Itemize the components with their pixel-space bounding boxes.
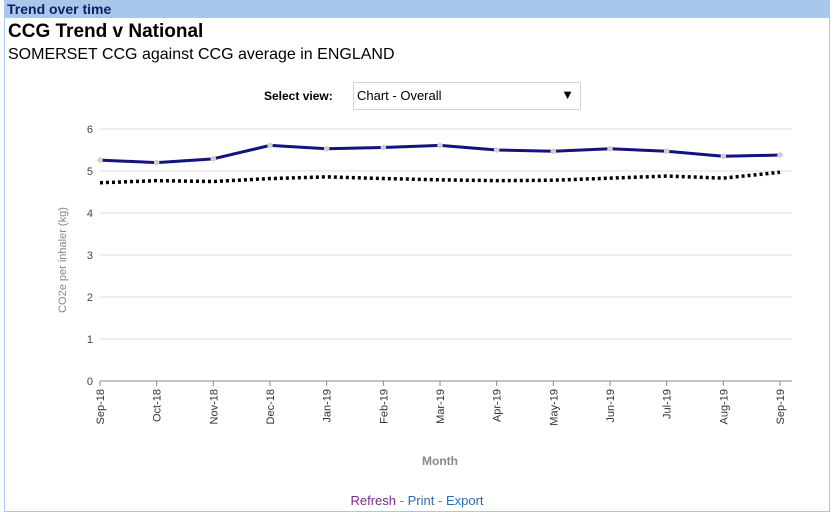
x-tick-label: Aug-19	[718, 389, 730, 424]
ccg-data-point	[720, 153, 727, 160]
ccg-data-point	[153, 159, 160, 166]
separator: -	[399, 493, 404, 508]
x-tick-label: May-19	[548, 389, 560, 426]
x-tick-label: Jul-19	[662, 389, 674, 419]
y-tick-label: 1	[87, 334, 93, 346]
page-subtitle: SOMERSET CCG against CCG average in ENGL…	[8, 46, 395, 63]
x-tick-label: Jan-19	[322, 389, 334, 423]
x-tick-label: Sep-19	[775, 389, 787, 424]
footer-links: Refresh - Print - Export	[0, 493, 834, 508]
view-select[interactable]: Chart - Overall ▼	[353, 82, 581, 110]
ccg-data-point	[437, 142, 443, 149]
export-link[interactable]: Export	[445, 493, 484, 508]
x-tick-label: Feb-19	[378, 389, 390, 424]
ccg-data-point	[380, 144, 387, 151]
ccg-data-point	[267, 142, 273, 149]
separator: -	[437, 493, 443, 508]
x-tick-label: Oct-18	[152, 389, 164, 422]
x-tick-label: Dec-18	[265, 389, 277, 424]
ccg-data-point	[97, 157, 103, 163]
y-tick-label: 0	[87, 376, 93, 388]
x-tick-label: Jun-19	[605, 389, 617, 423]
ccg-data-point	[777, 152, 783, 158]
y-tick-label: 3	[87, 250, 93, 262]
ccg-data-point	[607, 145, 613, 152]
x-axis-title: Month	[422, 454, 458, 468]
y-tick-label: 5	[87, 166, 93, 178]
y-tick-label: 6	[87, 124, 93, 136]
y-axis-title: CO2e per inhaler (kg)	[57, 207, 69, 313]
panel-header: Trend over time	[4, 0, 830, 18]
view-select-value: Chart - Overall	[357, 88, 442, 103]
y-tick-label: 2	[87, 292, 93, 304]
ccg-data-point	[210, 156, 217, 162]
x-tick-label: Apr-19	[492, 389, 504, 422]
page-title: CCG Trend v National	[8, 21, 204, 42]
caret-down-icon[interactable]: ▼	[561, 87, 574, 102]
x-tick-label: Nov-18	[208, 389, 220, 424]
ccg-data-point	[663, 148, 670, 155]
ccg-data-point	[550, 148, 557, 155]
series-line-national	[99, 170, 781, 185]
ccg-data-point	[323, 145, 330, 152]
x-tick-label: Sep-18	[95, 389, 107, 424]
refresh-link[interactable]: Refresh	[350, 493, 397, 508]
trend-chart: 0 1 2 3 4 5 6 Sep-18 Oct-18 Nov-18 Dec-18 Jan-19 Feb…	[57, 124, 792, 468]
panel-header-title: Trend over time	[7, 1, 112, 17]
x-tick-label: Mar-19	[435, 389, 447, 424]
y-tick-label: 4	[87, 208, 93, 220]
select-view-label: Select view:	[264, 89, 333, 103]
print-link[interactable]: Print	[407, 493, 435, 508]
ccg-data-point	[493, 147, 500, 153]
